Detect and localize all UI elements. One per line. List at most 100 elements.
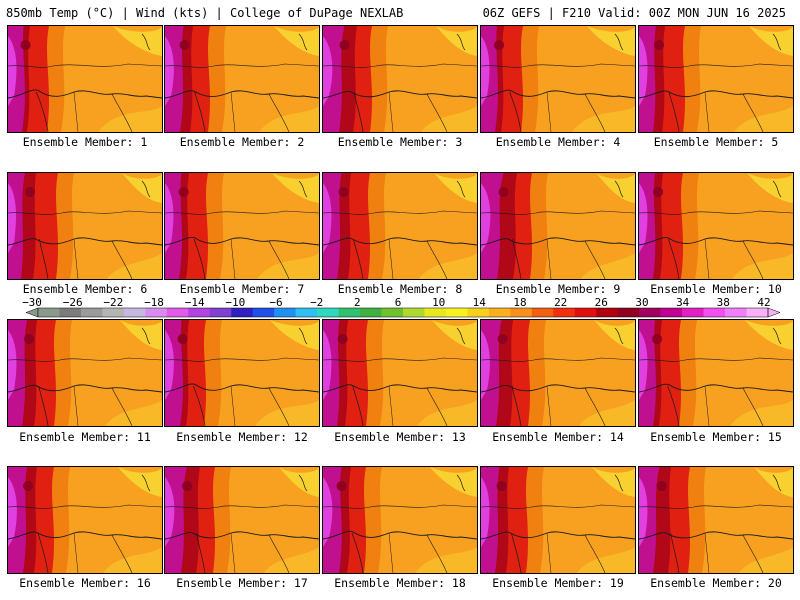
colorbar-swatch <box>381 308 404 317</box>
map-field-yellow-south <box>581 253 635 279</box>
temperature-map <box>165 320 319 426</box>
state-border <box>742 93 764 132</box>
map-title: 850mb Temp (°C) | Wind (kts) | College o… <box>6 6 404 20</box>
map-field-yellow-south <box>255 400 319 426</box>
map-hotspot <box>25 187 36 197</box>
colorbar-swatch <box>102 308 125 317</box>
border-line <box>510 532 522 573</box>
state-border <box>268 240 290 279</box>
colorbar-swatch <box>38 308 60 317</box>
border-line <box>37 532 49 573</box>
ensemble-map-panel <box>322 319 478 427</box>
border-line <box>36 91 49 132</box>
coastline <box>323 90 477 99</box>
ensemble-member-label: Ensemble Member: 16 <box>19 576 151 590</box>
colorbar-tick-label: −6 <box>269 296 283 309</box>
isotherm-contour <box>323 63 477 68</box>
colorbar-swatch <box>639 308 661 317</box>
lake-outline <box>456 327 466 345</box>
ensemble-member-label: Ensemble Member: 5 <box>653 135 779 149</box>
map-field-yellow <box>587 26 635 56</box>
ensemble-map-panel <box>7 25 163 133</box>
ensemble-member-label: Ensemble Member: 20 <box>650 576 782 590</box>
map-field-yellow <box>436 26 477 56</box>
ensemble-member-label: Ensemble Member: 14 <box>492 430 624 444</box>
colorbar-swatch <box>424 308 447 317</box>
colorbar-swatch <box>338 308 361 317</box>
map-field-yellow <box>430 467 477 497</box>
ensemble-member-label: Ensemble Member: 7 <box>179 282 305 296</box>
map-field-yellow-south <box>730 400 793 426</box>
colorbar-tick-label: −26 <box>62 296 83 309</box>
map-field-yellow-south <box>105 400 162 426</box>
state-border <box>268 93 290 132</box>
temperature-map <box>165 26 319 132</box>
colorbar-max-arrow <box>767 307 781 318</box>
coastline <box>481 384 635 393</box>
map-field-yellow <box>434 173 477 203</box>
temperature-map <box>639 173 793 279</box>
ensemble-member-label: Ensemble Member: 19 <box>492 576 624 590</box>
ensemble-map-panel <box>480 172 636 280</box>
colorbar-swatch <box>488 308 511 317</box>
ensemble-map-panel <box>7 319 163 427</box>
map-field-yellow-south <box>264 547 319 573</box>
run-valid-time: 06Z GEFS | F210 Valid: 00Z MON JUN 16 20… <box>482 6 786 20</box>
border-line <box>512 238 522 279</box>
colorbar-swatch <box>725 308 747 317</box>
ensemble-map-panel <box>638 172 794 280</box>
map-hotspot <box>20 40 31 50</box>
isotherm-contour <box>8 210 162 215</box>
state-border <box>73 91 79 132</box>
ensemble-member-label: Ensemble Member: 12 <box>176 430 308 444</box>
map-hotspot <box>498 187 509 197</box>
state-border <box>230 532 236 573</box>
state-border <box>426 534 448 573</box>
colorbar-tick-label: 22 <box>554 296 568 309</box>
state-border <box>546 385 552 426</box>
state-border <box>584 240 606 279</box>
lake-outline <box>772 180 782 198</box>
colorbar-swatch <box>188 308 211 317</box>
isotherm-contour <box>481 63 635 68</box>
ensemble-member-label: Ensemble Member: 9 <box>495 282 621 296</box>
state-border <box>111 534 133 573</box>
ensemble-map-panel <box>638 25 794 133</box>
map-field-yellow <box>432 320 477 350</box>
isotherm-contour <box>481 504 635 509</box>
temperature-map <box>8 173 162 279</box>
map-field-yellow-south <box>579 400 635 426</box>
isotherm-contour <box>323 504 477 509</box>
map-hotspot <box>182 481 193 491</box>
colorbar-swatch <box>703 308 726 317</box>
colorbar-tick-label: 14 <box>472 296 486 309</box>
map-field-pink <box>323 36 333 106</box>
border-line <box>668 91 680 132</box>
colorbar-swatch <box>553 308 576 317</box>
state-border <box>73 385 79 426</box>
state-border <box>426 93 448 132</box>
isotherm-contour <box>165 63 319 68</box>
ensemble-member-label: Ensemble Member: 2 <box>179 135 305 149</box>
ensemble-map-panel <box>638 319 794 427</box>
lake-outline <box>614 327 624 345</box>
colorbar-tick-label: −2 <box>310 296 324 309</box>
state-border <box>742 240 764 279</box>
map-field-yellow-south <box>734 106 793 132</box>
border-line <box>194 91 206 132</box>
ensemble-map-panel <box>7 466 163 574</box>
lake-outline <box>772 327 782 345</box>
isotherm-contour <box>481 357 635 362</box>
ensemble-map-panel <box>164 172 320 280</box>
lake-outline <box>772 474 782 492</box>
isotherm-contour <box>323 357 477 362</box>
isotherm-contour <box>639 210 793 215</box>
temperature-map <box>323 320 477 426</box>
map-field-yellow <box>747 173 793 203</box>
colorbar-tick-label: 10 <box>432 296 446 309</box>
state-border <box>426 240 448 279</box>
colorbar-swatch <box>510 308 533 317</box>
map-field-pink <box>8 183 16 253</box>
colorbar-tick-label: −30 <box>22 296 42 309</box>
border-line <box>193 238 206 279</box>
